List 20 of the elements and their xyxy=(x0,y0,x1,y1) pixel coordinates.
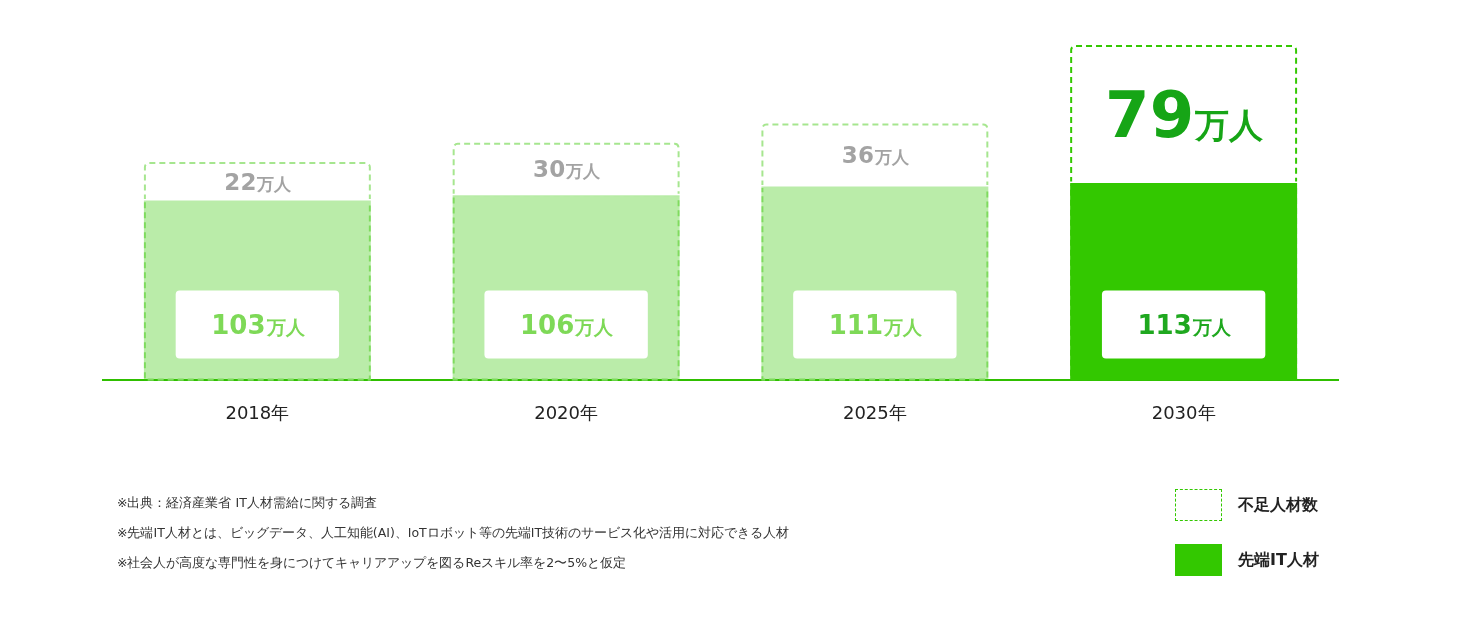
text: ※出典：経済産業省 IT人材需給に関する調査 xyxy=(117,494,378,512)
legend-label: 先端IT人材 xyxy=(1238,549,1319,571)
x-tick-label: 2018年 xyxy=(225,401,290,423)
data-label: 103万人 xyxy=(211,309,306,340)
bar xyxy=(452,142,680,194)
x-tick-label: 2030年 xyxy=(1151,401,1216,423)
text: ※社会人が高度な専門性を身につけてキャリアアップを図るReスキル率を2〜5%と仮定 xyxy=(117,554,628,572)
x-tick-label: 2020年 xyxy=(534,401,599,423)
data-label: 36万人 xyxy=(841,142,910,169)
data-label: 22万人 xyxy=(224,168,293,195)
bar xyxy=(143,162,371,199)
bar xyxy=(761,123,989,185)
data-label: 79万人 xyxy=(1105,78,1265,153)
legend-label: 不足人材数 xyxy=(1238,494,1318,516)
x-tick-label: 2025年 xyxy=(842,401,907,423)
data-label: 30万人 xyxy=(533,156,602,183)
data-label: 111万人 xyxy=(828,309,924,340)
data-label: 106万人 xyxy=(519,309,615,340)
data-label: 113万人 xyxy=(1137,309,1232,340)
text: ※先端IT人材とは、ビッグデータ、人工知能(AI)、IoTロボット等の先端IT技術のサービス化や活用に対応できる人材 xyxy=(117,524,790,542)
